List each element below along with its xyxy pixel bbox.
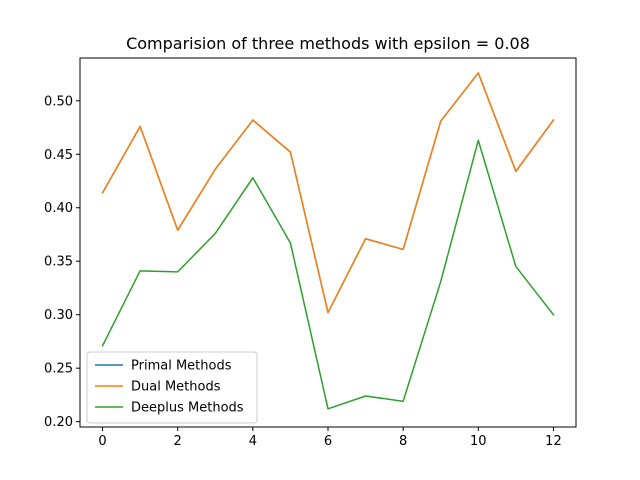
chart-title: Comparision of three methods with epsilo… — [126, 34, 530, 53]
series-line-dual-methods — [101, 72, 555, 314]
legend-label: Deeplus Methods — [131, 401, 244, 416]
y-tick-label: 0.25 — [44, 362, 73, 377]
legend-label: Primal Methods — [131, 359, 232, 374]
y-tick-label: 0.45 — [44, 148, 73, 163]
x-tick-label: 10 — [470, 434, 487, 449]
x-tick-label: 6 — [324, 434, 332, 449]
y-tick-label: 0.20 — [44, 415, 73, 430]
x-tick-label: 12 — [545, 434, 562, 449]
y-tick-label: 0.40 — [44, 201, 73, 216]
series-line-deeplus-methods — [101, 139, 555, 410]
y-tick-label: 0.50 — [44, 94, 73, 109]
legend-box — [86, 351, 258, 424]
y-tick-label: 0.35 — [44, 255, 73, 270]
legend-label: Dual Methods — [131, 380, 221, 395]
axes: 0 2 4 6 8 10 12 0.20 0.25 0.30 0.35 0.40 0.45 0.50 — [44, 57, 577, 449]
series-line-primal-methods — [101, 72, 555, 314]
series-lines — [101, 72, 555, 410]
legend: Primal Methods Dual Methods Deeplus Method… — [86, 351, 258, 424]
x-tick-label: 0 — [98, 434, 106, 449]
x-tick-label: 4 — [249, 434, 257, 449]
y-tick-label: 0.30 — [44, 308, 73, 323]
x-tick-label: 2 — [174, 434, 182, 449]
x-tick-label: 8 — [399, 434, 407, 449]
